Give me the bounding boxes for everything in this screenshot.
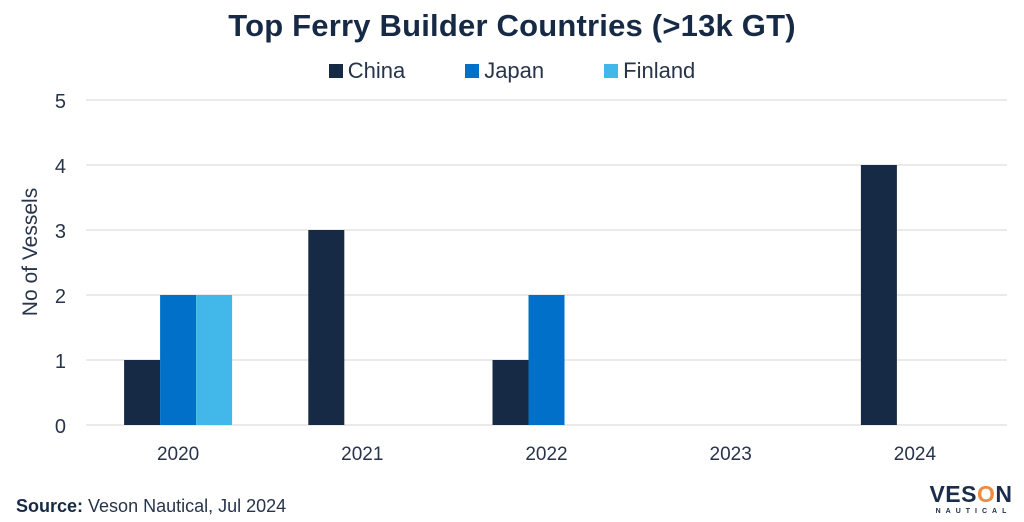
logo-subtitle: NAUTICAL: [935, 508, 1012, 515]
bars: [124, 165, 897, 425]
logo-o-icon: O: [977, 481, 996, 507]
legend-swatch-finland: [604, 64, 619, 78]
source-label: Source:: [16, 496, 84, 516]
legend-label-finland: Finland: [623, 58, 696, 83]
chart-title: Top Ferry Builder Countries (>13k GT): [228, 8, 796, 43]
legend-item-japan: Japan: [465, 58, 544, 84]
bar-japan-2022: [528, 295, 565, 425]
bar-finland-2020: [196, 295, 233, 425]
x-tick-label: 2020: [157, 444, 199, 465]
legend-item-china: China: [328, 58, 406, 84]
source-text: Veson Nautical, Jul 2024: [83, 496, 287, 516]
legend-item-finland: Finland: [604, 58, 695, 84]
bar-china-2020: [124, 360, 161, 425]
y-tick-label: 0: [55, 416, 66, 438]
bar-japan-2020: [160, 295, 197, 425]
legend-swatch-japan: [465, 64, 480, 78]
legend: China Japan Finland: [0, 58, 1024, 84]
x-tick-label: 2024: [894, 444, 937, 465]
y-tick-label: 3: [55, 221, 66, 243]
source-note: Source: Veson Nautical, Jul 2024: [16, 496, 286, 517]
bar-china-2024: [860, 165, 897, 425]
legend-label-china: China: [347, 58, 406, 83]
veson-nautical-logo: VESON NAUTICAL: [926, 482, 1016, 515]
y-tick-labels: 0 1 2 3 4 5: [55, 91, 66, 438]
y-tick-label: 4: [55, 156, 66, 178]
logo-text-suffix: N: [995, 481, 1013, 507]
legend-swatch-china: [328, 64, 343, 78]
x-tick-labels: 2020 2021 2022 2023 2024: [157, 444, 937, 465]
logo-text-prefix: VES: [929, 481, 977, 507]
x-tick-label: 2022: [525, 444, 567, 465]
y-tick-label: 1: [55, 351, 66, 373]
x-tick-label: 2021: [341, 444, 383, 465]
x-tick-label: 2023: [710, 444, 752, 465]
legend-label-japan: Japan: [484, 58, 545, 83]
bar-china-2021: [308, 230, 345, 425]
bar-china-2022: [492, 360, 529, 425]
y-tick-label: 2: [55, 286, 66, 308]
y-tick-label: 5: [55, 91, 66, 113]
